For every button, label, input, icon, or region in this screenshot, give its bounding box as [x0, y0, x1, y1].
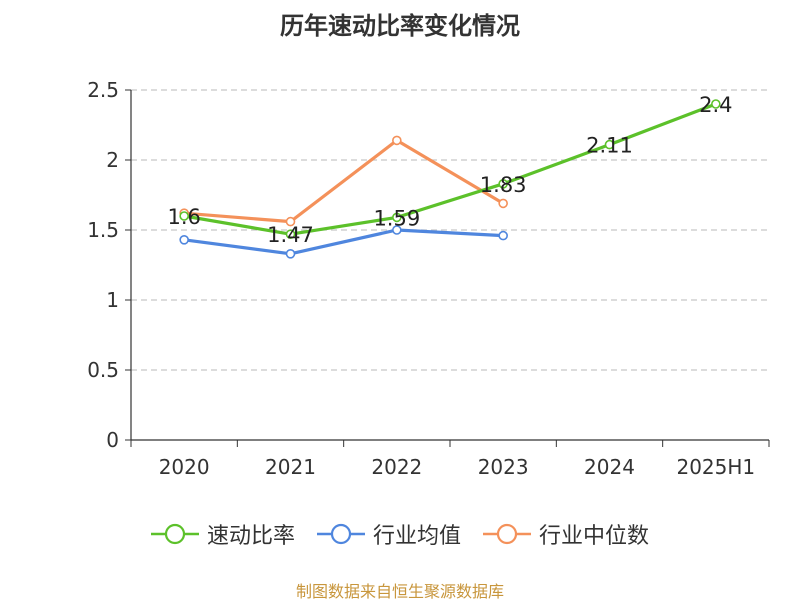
legend-item[interactable]: 行业均值 [316, 518, 461, 550]
data-point [498, 198, 508, 209]
x-tick-label: 2025H1 [676, 455, 755, 479]
source-note: 制图数据来自恒生聚源数据库 [295, 582, 504, 601]
x-tick-label: 2022 [371, 455, 422, 479]
y-tick-label: 1 [106, 288, 119, 312]
chart-title: 历年速动比率变化情况 [280, 12, 520, 40]
legend-label: 行业均值 [372, 524, 461, 549]
x-tick-label: 2023 [478, 455, 529, 479]
data-label: 1.59 [373, 206, 420, 230]
y-tick-label: 0 [106, 428, 119, 452]
legend-label: 行业中位数 [539, 524, 650, 549]
data-label: 1.83 [480, 173, 527, 197]
data-point [498, 230, 508, 241]
data-label: 2.4 [699, 93, 732, 117]
axes: 0 0.5 1 1.5 2 2.5 2020 2021 2022 2023 2024 2025H1 [87, 78, 770, 479]
legend-swatch-marker [164, 523, 186, 545]
data-point [392, 225, 402, 235]
legend: 速动比率 行业均值 行业中位数 [0, 518, 800, 550]
series-line [184, 138, 504, 224]
legend-label: 速动比率 [206, 524, 295, 549]
line-chart: 0 0.5 1 1.5 2 2.5 2020 2021 2022 2023 2024 2025H1 1… [87, 78, 770, 479]
data-point [179, 211, 189, 221]
legend-swatch-marker [330, 523, 352, 545]
legend-swatch-marker [496, 523, 518, 545]
legend-item[interactable]: 行业中位数 [483, 518, 649, 550]
data-point [711, 99, 721, 109]
y-tick-label: 1.5 [87, 218, 119, 242]
data-label: 2.11 [586, 134, 633, 158]
series-line [183, 228, 504, 256]
data-point [498, 179, 508, 189]
data-point [392, 212, 402, 223]
y-tick-label: 2 [106, 148, 119, 172]
y-tick-label: 0.5 [87, 358, 119, 382]
x-tick-label: 2024 [584, 455, 635, 479]
data-point [179, 235, 189, 245]
x-tick-label: 2021 [265, 455, 316, 479]
data-point [604, 139, 615, 150]
series-layer [179, 99, 721, 259]
legend-swatch-icon [483, 523, 531, 545]
legend-item[interactable]: 速动比率 [150, 518, 295, 550]
grid-lines [131, 89, 769, 371]
x-tick-label: 2020 [159, 455, 210, 479]
data-point [392, 135, 402, 146]
data-point [285, 216, 296, 227]
legend-swatch-icon [150, 523, 199, 545]
legend-swatch-icon [316, 523, 365, 545]
y-tick-label: 2.5 [87, 78, 119, 102]
data-point [285, 229, 296, 239]
data-point [285, 249, 296, 259]
data-label: 1.6 [167, 205, 200, 229]
data-label: 1.47 [267, 223, 314, 247]
data-labels: 1.6 1.47 1.59 1.83 2.11 2.4 [167, 93, 732, 247]
series-line [183, 102, 717, 236]
